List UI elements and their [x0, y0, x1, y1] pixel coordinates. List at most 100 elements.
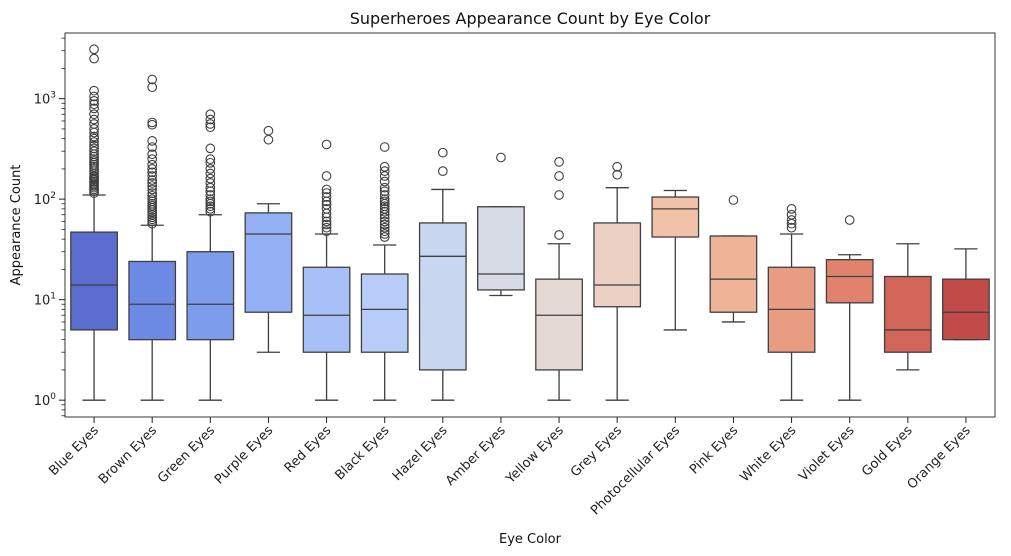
outlier-point — [89, 124, 99, 134]
y-axis-title: Appearance Count — [9, 165, 24, 286]
plot-area — [70, 44, 990, 401]
box-amber-eyes — [477, 152, 525, 297]
outlier-point — [89, 109, 99, 120]
outlier-point — [147, 167, 158, 178]
outlier-point — [147, 142, 158, 152]
outlier-point — [379, 166, 390, 176]
iqr-box — [651, 196, 700, 238]
chart-title: Superheroes Appearance Count by Eye Colo… — [350, 9, 711, 28]
outlier-point — [321, 188, 332, 198]
outlier-point — [89, 146, 99, 157]
outlier-point — [554, 157, 564, 167]
outlier-point — [89, 85, 99, 96]
outlier-point — [205, 143, 216, 154]
outlier-point — [89, 131, 99, 142]
outlier-point — [496, 152, 506, 163]
box-violet-eyes — [825, 215, 874, 401]
outlier-point — [89, 114, 99, 125]
outlier-point — [147, 82, 158, 93]
outlier-point — [612, 161, 623, 172]
outlier-point — [786, 204, 797, 214]
outlier-point — [554, 190, 564, 200]
iqr-box — [593, 222, 642, 308]
outlier-point — [147, 117, 158, 128]
outlier-point — [89, 154, 99, 165]
outlier-point — [379, 171, 390, 181]
outlier-point — [147, 154, 158, 165]
outlier-point — [205, 204, 216, 214]
outlier-point — [205, 201, 216, 212]
iqr-box — [128, 260, 177, 341]
y-tick-label: 103 — [34, 91, 56, 108]
outlier-point — [379, 186, 390, 197]
outlier-point — [147, 159, 158, 170]
outlier-point — [379, 226, 390, 237]
outlier-point — [321, 171, 332, 181]
outlier-point — [379, 182, 390, 193]
outlier-point — [728, 195, 739, 205]
box-black-eyes — [360, 142, 409, 401]
outlier-point — [147, 181, 158, 191]
outlier-point — [147, 171, 158, 181]
iqr-box — [360, 273, 409, 353]
outlier-point — [379, 206, 390, 217]
outlier-point — [379, 216, 390, 227]
box-red-eyes — [302, 139, 351, 401]
y-axis: 100 101 102 103 — [34, 37, 65, 417]
outlier-point — [321, 184, 332, 195]
box-grey-eyes — [593, 161, 642, 401]
outlier-point — [321, 139, 332, 150]
outlier-point — [321, 199, 332, 210]
outlier-point — [437, 166, 448, 176]
iqr-box — [418, 222, 467, 371]
outlier-point — [205, 168, 216, 179]
outlier-point — [379, 204, 390, 214]
outlier-point — [147, 194, 158, 205]
iqr-box — [186, 251, 235, 341]
outlier-point — [147, 212, 158, 223]
box-brown-eyes — [128, 74, 177, 401]
outlier-point — [147, 74, 158, 85]
y-tick-label: 102 — [34, 191, 56, 208]
outlier-point — [321, 216, 332, 227]
outlier-point — [89, 91, 99, 102]
iqr-box — [70, 231, 118, 331]
outlier-point — [147, 136, 158, 146]
outlier-point — [554, 230, 564, 240]
box-orange-eyes — [942, 248, 990, 341]
outlier-point — [786, 215, 797, 225]
outlier-point — [379, 194, 390, 205]
outlier-point — [89, 44, 99, 55]
outlier-point — [263, 125, 274, 136]
iqr-box — [883, 275, 932, 353]
outlier-point — [379, 201, 390, 212]
outlier-point — [437, 147, 448, 158]
box-photocellular-eyes — [651, 189, 700, 331]
outlier-point — [147, 184, 158, 195]
outlier-point — [205, 109, 216, 120]
outlier-point — [147, 178, 158, 188]
outlier-point — [89, 103, 99, 114]
outlier-point — [205, 122, 216, 133]
outlier-point — [147, 198, 158, 209]
y-tick-label: 100 — [34, 392, 57, 409]
outlier-point — [205, 164, 216, 174]
box-yellow-eyes — [535, 157, 583, 401]
outlier-point — [147, 119, 158, 130]
outlier-point — [321, 204, 332, 214]
outlier-point — [205, 154, 216, 165]
outlier-point — [89, 96, 99, 106]
outlier-point — [205, 206, 216, 217]
outlier-point — [147, 164, 158, 174]
outlier-point — [205, 157, 216, 168]
box-white-eyes — [767, 204, 816, 401]
x-axis-title: Eye Color — [499, 532, 562, 547]
outlier-point — [379, 229, 390, 239]
plot-frame — [64, 32, 996, 418]
outlier-point — [205, 194, 216, 205]
outlier-point — [379, 222, 390, 233]
outlier-point — [844, 215, 855, 225]
outlier-point — [205, 178, 216, 188]
outlier-point — [786, 209, 797, 220]
outlier-point — [554, 171, 564, 181]
